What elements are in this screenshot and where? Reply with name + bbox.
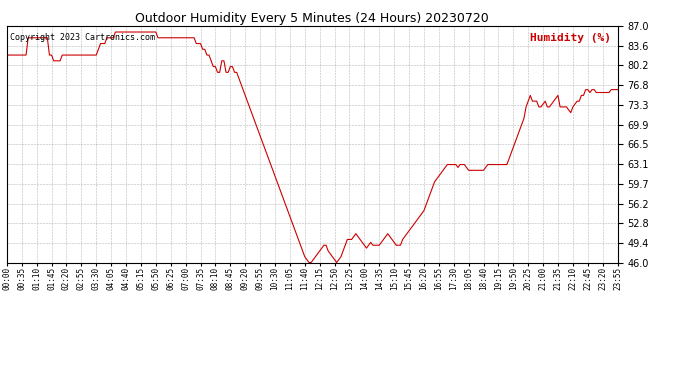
Title: Outdoor Humidity Every 5 Minutes (24 Hours) 20230720: Outdoor Humidity Every 5 Minutes (24 Hou… <box>135 12 489 25</box>
Text: Humidity (%): Humidity (%) <box>531 33 611 44</box>
Text: Copyright 2023 Cartronics.com: Copyright 2023 Cartronics.com <box>10 33 155 42</box>
